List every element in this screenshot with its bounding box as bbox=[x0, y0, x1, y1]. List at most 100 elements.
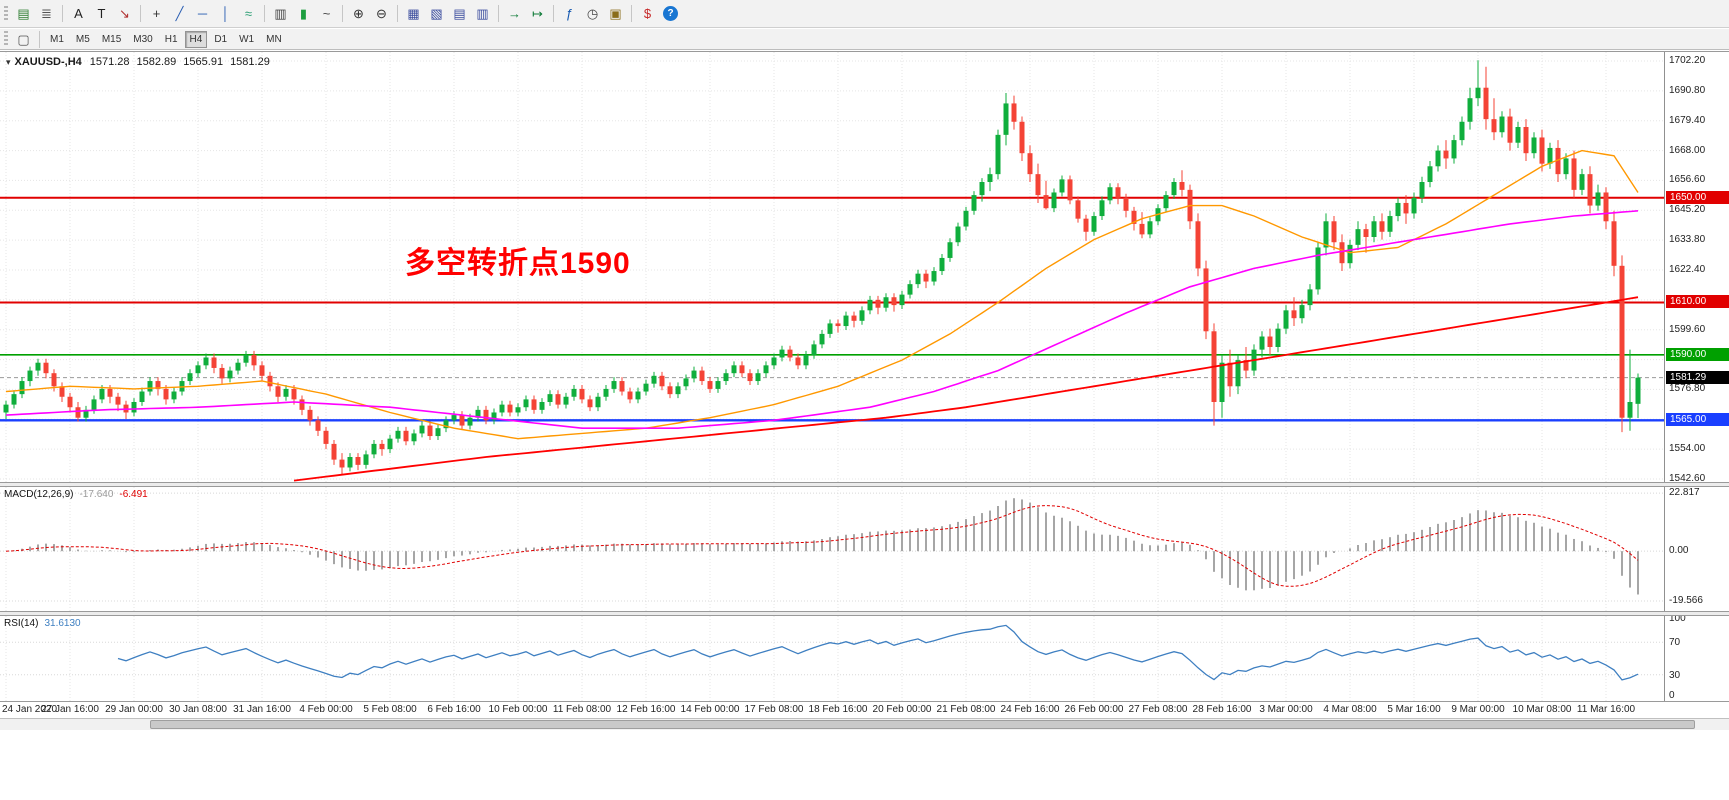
cascade-windows-button[interactable]: ▧ bbox=[425, 3, 448, 24]
new-order-button[interactable]: $ bbox=[636, 3, 659, 24]
time-tick-label: 29 Jan 00:00 bbox=[105, 704, 163, 715]
tf-d1-button[interactable]: D1 bbox=[209, 31, 232, 48]
periods-button[interactable]: ◷ bbox=[581, 3, 604, 24]
vertical-line-icon: │ bbox=[221, 6, 230, 21]
tile-horizontally-icon: ▤ bbox=[453, 6, 466, 21]
chart-symbol-period: XAUUSD-,H4 bbox=[14, 56, 82, 68]
tf-m15-button[interactable]: M15 bbox=[97, 31, 126, 48]
tf-m1-button[interactable]: M1 bbox=[45, 31, 69, 48]
zoom-out-button[interactable]: ⊖ bbox=[370, 3, 393, 24]
chart-shift-button[interactable]: ↦ bbox=[526, 3, 549, 24]
tile-vertically-button[interactable]: ▥ bbox=[471, 3, 494, 24]
toolbar-separator bbox=[631, 5, 632, 22]
current-price-box: 1581.29 bbox=[1666, 370, 1729, 384]
chart-annotation[interactable]: 多空转折点1590 bbox=[405, 247, 631, 280]
font-a-button[interactable]: A bbox=[67, 3, 90, 24]
macd-main-value: -17.640 bbox=[79, 489, 114, 500]
chart-window-button[interactable]: ▢ bbox=[12, 29, 35, 50]
tf-m30-button[interactable]: M30 bbox=[128, 31, 157, 48]
tf-h4-button[interactable]: H4 bbox=[184, 30, 208, 48]
time-tick-label: 18 Feb 16:00 bbox=[808, 704, 868, 715]
price-chart-panel[interactable]: ▾ XAUUSD-,H4 1571.28 1582.89 1565.91 1581.29 … bbox=[0, 52, 1729, 482]
fibonacci-button[interactable]: ≈ bbox=[237, 3, 260, 24]
bars-chart-button[interactable]: ▥ bbox=[269, 3, 292, 24]
time-tick-label: 11 Mar 16:00 bbox=[1576, 704, 1636, 715]
arrow-tools-button[interactable]: ↘ bbox=[113, 3, 136, 24]
tile-windows-button[interactable]: ▦ bbox=[402, 3, 425, 24]
zoom-in-button[interactable]: ⊕ bbox=[347, 3, 370, 24]
time-tick-label: 10 Mar 08:00 bbox=[1512, 704, 1572, 715]
profiles-button[interactable]: ≣ bbox=[35, 3, 58, 24]
trendline-button[interactable]: ╱ bbox=[168, 3, 191, 24]
time-axis[interactable]: 24 Jan 2020 27 Jan 16:00 29 Jan 00:00 30 Ja… bbox=[0, 701, 1729, 718]
crosshair-button[interactable]: + bbox=[145, 3, 168, 24]
main-toolbar: ▤ ≣ A T ↘ + ╱ ─ │ ≈ ▥ ▮ ~ ⊕ ⊖ ▦ ▧ ▤ ▥ → ↦ ƒ ◷ ▣ $? bbox=[0, 0, 1729, 28]
tf-h1-button[interactable]: H1 bbox=[160, 31, 183, 48]
macd-axis: 22.817 0.00 -19.566 bbox=[1664, 487, 1729, 611]
line-chart-icon: ~ bbox=[322, 6, 331, 21]
time-tick-label: 24 Feb 16:00 bbox=[1000, 704, 1060, 715]
macd-name: MACD(12,26,9) bbox=[4, 489, 74, 500]
rsi-tick-label: 70 bbox=[1669, 637, 1681, 649]
tf-w1-button[interactable]: W1 bbox=[234, 31, 259, 48]
price-axis[interactable]: 1702.20 1690.80 1679.40 1668.00 1656.60 1645.… bbox=[1664, 52, 1729, 482]
time-tick-label: 28 Feb 16:00 bbox=[1192, 704, 1252, 715]
time-tick-label: 27 Feb 08:00 bbox=[1128, 704, 1188, 715]
price-chart-svg[interactable] bbox=[0, 52, 1664, 482]
zoom-in-icon: ⊕ bbox=[353, 6, 364, 21]
text-tool-button[interactable]: T bbox=[90, 3, 113, 24]
time-tick-label: 3 Mar 00:00 bbox=[1259, 704, 1313, 715]
crosshair-icon: + bbox=[152, 6, 161, 21]
price-tick-label: 1668.00 bbox=[1669, 144, 1706, 156]
horizontal-line-button[interactable]: ─ bbox=[191, 3, 214, 24]
toolbar-separator bbox=[39, 30, 40, 48]
toolbar-separator bbox=[62, 5, 63, 22]
rsi-tick-label: 100 bbox=[1669, 616, 1686, 624]
text-tool-icon: T bbox=[97, 6, 106, 21]
new-chart-button[interactable]: ▤ bbox=[12, 3, 35, 24]
tf-m5-button[interactable]: M5 bbox=[71, 31, 95, 48]
bars-chart-icon: ▥ bbox=[274, 6, 287, 21]
panel-divider-macd[interactable] bbox=[0, 482, 1729, 487]
panel-divider-rsi[interactable] bbox=[0, 611, 1729, 616]
price-tick-label: 1645.20 bbox=[1669, 204, 1706, 216]
rsi-svg[interactable] bbox=[0, 616, 1664, 701]
h-scrollbar[interactable] bbox=[0, 718, 1729, 730]
line-chart-button[interactable]: ~ bbox=[315, 3, 338, 24]
rsi-panel[interactable]: RSI(14) 31.6130 100 70 30 0 bbox=[0, 616, 1729, 701]
tf-mn-button[interactable]: MN bbox=[261, 31, 287, 48]
help-button[interactable]: ? bbox=[659, 3, 682, 24]
toolbar-grip bbox=[4, 31, 8, 47]
candlestick-chart-button[interactable]: ▮ bbox=[292, 3, 315, 24]
chart-shift-icon: ↦ bbox=[532, 6, 543, 21]
horizontal-line-icon: ─ bbox=[197, 6, 208, 21]
vertical-line-button[interactable]: │ bbox=[214, 3, 237, 24]
ma-slow-red bbox=[293, 296, 1639, 482]
profiles-icon: ≣ bbox=[41, 6, 52, 21]
toolbar-separator bbox=[342, 5, 343, 22]
cascade-windows-icon: ▧ bbox=[430, 6, 443, 21]
time-tick-label: 11 Feb 08:00 bbox=[552, 704, 612, 715]
indicators-button[interactable]: ƒ bbox=[558, 3, 581, 24]
toolbar-separator bbox=[140, 5, 141, 22]
level-price-box-1590.00: 1590.00 bbox=[1666, 347, 1729, 361]
h-scrollbar-thumb[interactable] bbox=[150, 720, 1695, 729]
zoom-out-icon: ⊖ bbox=[376, 6, 387, 21]
auto-scroll-button[interactable]: → bbox=[503, 3, 526, 24]
macd-svg[interactable] bbox=[0, 487, 1664, 611]
rsi-label: RSI(14) 31.6130 bbox=[4, 618, 81, 629]
time-tick-label: 5 Mar 16:00 bbox=[1387, 704, 1441, 715]
timeframe-toolbar: ▢ M1 M5 M15 M30 H1 H4 D1 W1 MN bbox=[0, 29, 1729, 50]
templates-icon: ▣ bbox=[609, 6, 622, 21]
time-tick-label: 9 Mar 00:00 bbox=[1451, 704, 1505, 715]
symbol-dropdown-icon[interactable]: ▾ bbox=[6, 57, 11, 67]
tile-horizontally-button[interactable]: ▤ bbox=[448, 3, 471, 24]
toolbar-separator bbox=[553, 5, 554, 22]
macd-tick-label: -19.566 bbox=[1669, 594, 1703, 606]
arrow-tools-icon: ↘ bbox=[119, 6, 130, 21]
macd-panel[interactable]: MACD(12,26,9) -17.640 -6.491 22.817 0.00 -19… bbox=[0, 487, 1729, 611]
time-tick-label: 4 Mar 08:00 bbox=[1323, 704, 1377, 715]
quote-low: 1565.91 bbox=[183, 56, 224, 68]
templates-button[interactable]: ▣ bbox=[604, 3, 627, 24]
